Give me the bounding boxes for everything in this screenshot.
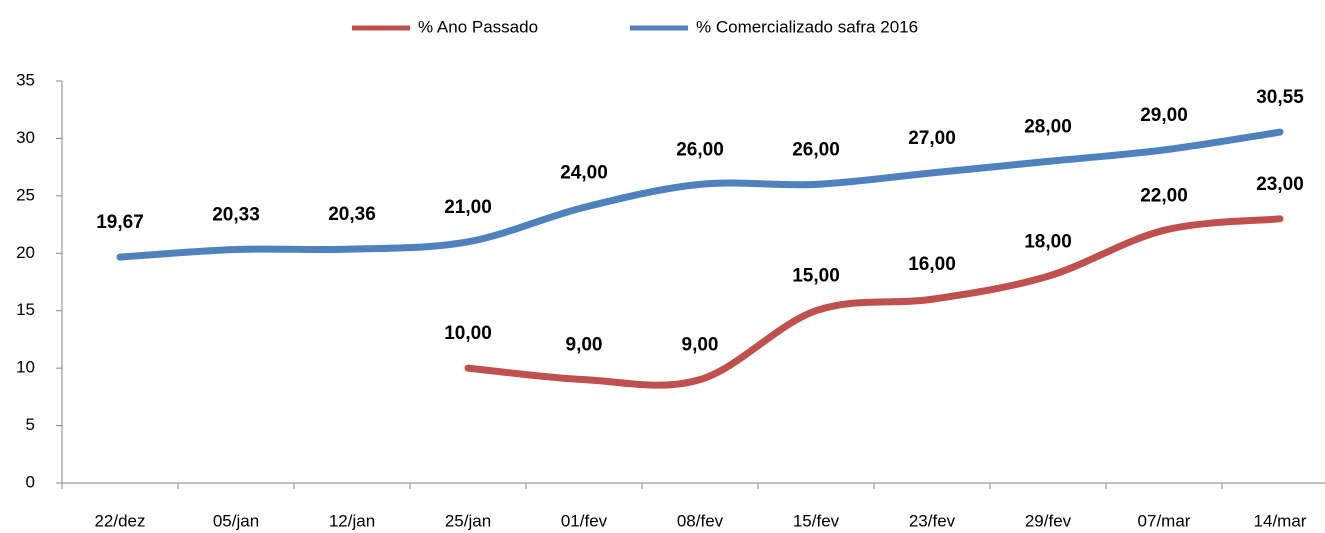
data-label: 23,00 [1256,174,1304,195]
x-tick-label: 25/jan [445,511,491,530]
data-label: 29,00 [1140,105,1188,126]
x-tick-label: 14/mar [1254,511,1307,530]
x-tick-label: 23/fev [909,511,956,530]
data-label: 9,00 [682,335,719,356]
legend-label: % Ano Passado [418,17,538,36]
y-tick-label: 5 [26,415,35,434]
legend-label: % Comercializado safra 2016 [696,17,918,36]
y-tick-label: 10 [16,358,35,377]
x-tick-label: 15/fev [793,511,840,530]
x-tick-label: 12/jan [329,511,375,530]
y-tick-label: 20 [16,243,35,262]
data-label: 28,00 [1024,116,1072,137]
y-tick-label: 25 [16,185,35,204]
y-tick-label: 15 [16,300,35,319]
data-label: 24,00 [560,162,608,183]
data-label: 20,36 [328,204,376,225]
data-label: 16,00 [908,254,956,275]
data-label: 18,00 [1024,231,1072,252]
data-label: 10,00 [444,323,492,344]
x-tick-label: 05/jan [213,511,259,530]
data-label: 20,33 [212,205,260,226]
x-tick-label: 01/fev [561,511,608,530]
data-label: 21,00 [444,197,492,218]
data-label: 22,00 [1140,185,1188,206]
y-tick-label: 30 [16,128,35,147]
data-label: 26,00 [676,139,724,160]
y-tick-label: 0 [26,472,35,491]
series-line [464,215,1284,389]
data-label: 19,67 [96,212,144,233]
x-tick-label: 08/fev [677,511,724,530]
data-label: 9,00 [566,335,603,356]
x-tick-label: 07/mar [1138,511,1191,530]
data-label: 26,00 [792,139,840,160]
data-label: 27,00 [908,128,956,149]
series-line [116,128,1284,261]
x-tick-label: 22/dez [94,511,145,530]
y-tick-label: 35 [16,70,35,89]
data-label: 15,00 [792,266,840,287]
x-tick-label: 29/fev [1025,511,1072,530]
data-label: 30,55 [1256,87,1304,108]
